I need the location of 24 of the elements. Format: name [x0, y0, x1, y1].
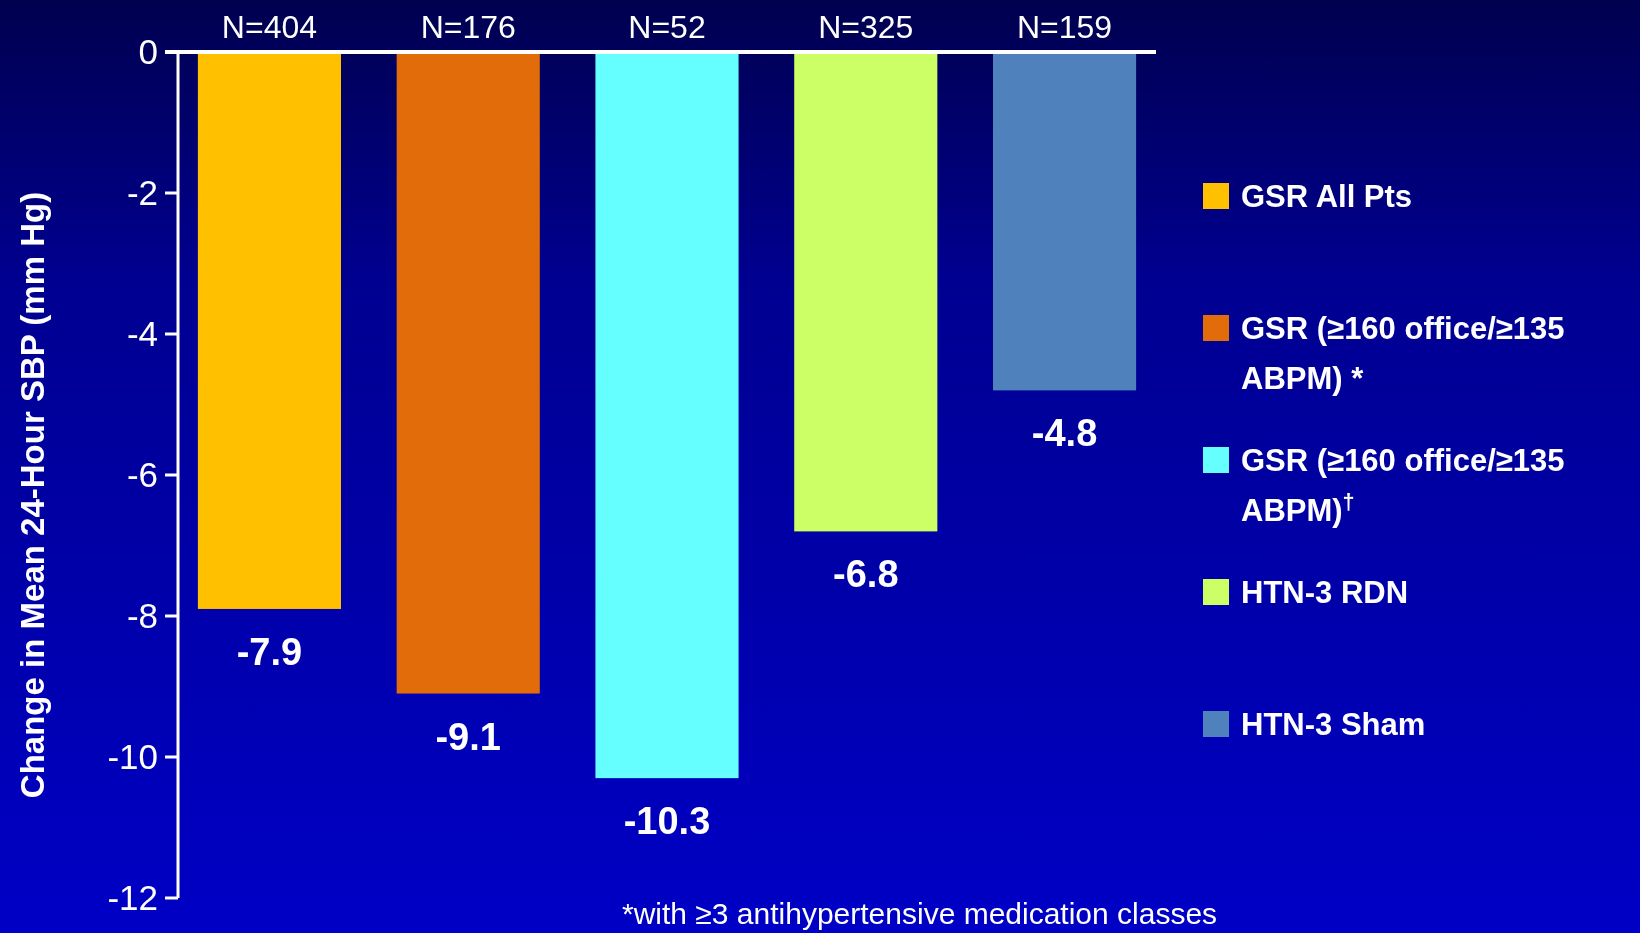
y-tick-label: -6	[126, 455, 158, 495]
annotation: *with ≥3 antihypertensive medication classes	[622, 897, 1218, 930]
data-label: -9.1	[435, 715, 501, 758]
y-tick-label: -2	[126, 173, 158, 213]
y-tick-label: -10	[107, 737, 158, 777]
y-tick-label: -8	[126, 596, 158, 636]
data-label: -4.8	[1031, 412, 1098, 455]
y-tick-label: -4	[126, 314, 158, 354]
x-tick-label: N=325	[818, 9, 914, 45]
x-tick-label: N=404	[221, 9, 318, 45]
y-tick-label: -12	[107, 878, 158, 918]
x-tick-label: N=52	[628, 9, 706, 45]
y-axis-title: Change in Mean 24-Hour SBP (mm Hg)	[14, 191, 51, 799]
y-tick-label: 0	[138, 32, 158, 72]
legend-label: GSR All Pts	[1241, 179, 1413, 215]
x-tick-label: N=176	[420, 9, 516, 45]
data-label: -6.8	[833, 553, 899, 596]
legend-label: GSR (≥160 office/≥135 ABPM)$^{†}$	[1241, 443, 1565, 529]
legend-label: HTN-3 RDN	[1241, 575, 1409, 611]
x-tick-label: N=159	[1016, 9, 1113, 45]
legend-label: HTN-3 Sham	[1241, 707, 1426, 743]
data-label: -10.3	[623, 800, 711, 843]
data-label: -7.9	[236, 630, 303, 673]
legend-label: GSR (≥160 office/≥135 ABPM) *	[1241, 311, 1565, 397]
